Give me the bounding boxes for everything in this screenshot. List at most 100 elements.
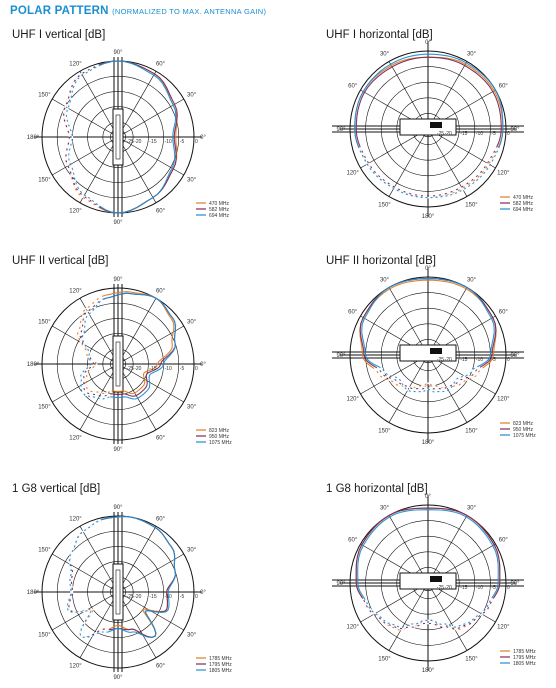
angle-label: 60° xyxy=(499,310,509,316)
series-rear-dash-3 xyxy=(378,366,478,393)
radial-label: -5 xyxy=(491,357,496,363)
chart-title-uhf1-horizontal: UHF I horizontal [dB] xyxy=(326,29,433,41)
angle-label: 60° xyxy=(156,61,166,67)
angle-label: 60° xyxy=(156,516,166,522)
radial-label: -15 xyxy=(460,131,467,137)
series-rear-dash-2 xyxy=(68,519,110,639)
angle-label: 120° xyxy=(346,625,359,631)
angle-label: 120° xyxy=(497,625,510,631)
grid-spoke xyxy=(388,354,429,423)
radial-label: 0 xyxy=(507,357,510,363)
angle-label: 90° xyxy=(113,50,123,56)
angle-label: 90° xyxy=(113,447,123,453)
legend-label-3: 1805 MHz xyxy=(209,668,232,674)
grid-spoke xyxy=(388,128,429,197)
angle-label: 180° xyxy=(422,668,435,674)
angle-label: 90° xyxy=(336,581,346,587)
angle-label: 120° xyxy=(69,516,82,522)
grid-spoke xyxy=(117,526,157,593)
radial-label: 0 xyxy=(507,131,510,137)
angle-label: 90° xyxy=(510,581,520,587)
angle-label: 120° xyxy=(69,436,82,442)
radial-label: -25 xyxy=(437,131,444,137)
radial-label: -5 xyxy=(491,585,496,591)
polar-chart-1: 0° 30° 60° 90° 120° 150° 180° 150° 120° 90° 60° 30°… xyxy=(27,50,230,226)
series-rear-dash-2 xyxy=(375,366,481,390)
angle-label: 0° xyxy=(200,135,206,141)
series-line-1 xyxy=(76,291,175,395)
angle-label: 30° xyxy=(380,278,390,284)
legend-label-1: 470 MHz xyxy=(513,195,534,201)
angle-label: 30° xyxy=(467,52,477,58)
chart-title-1g8-horizontal: 1 G8 horizontal [dB] xyxy=(326,483,428,495)
grid-spoke xyxy=(117,363,157,430)
angle-label: 150° xyxy=(465,202,478,208)
radial-label: -5 xyxy=(180,594,185,600)
angle-label: 150° xyxy=(465,656,478,662)
page-heading: POLAR PATTERN (NORMALIZED TO MAX. ANTENN… xyxy=(10,5,266,17)
polar-chart-4: 0° 30° 60° 90° 120° 150° 180° 150° 120° 90° 60° 30°… xyxy=(332,266,536,446)
grid-spoke xyxy=(79,298,119,365)
radial-label: -10 xyxy=(165,594,172,600)
radial-label: -20 xyxy=(445,585,452,591)
angle-label: 30° xyxy=(187,178,197,184)
series-line-2 xyxy=(355,56,502,197)
angle-label: 120° xyxy=(69,61,82,67)
angle-label: 30° xyxy=(187,320,197,326)
radial-label: -25 xyxy=(437,357,444,363)
angle-label: 0° xyxy=(425,40,431,46)
angle-label: 30° xyxy=(187,633,197,639)
angle-label: 120° xyxy=(69,664,82,670)
angle-label: 60° xyxy=(499,538,509,544)
angle-label: 180° xyxy=(27,590,40,596)
device-outline xyxy=(112,335,124,393)
angle-label: 120° xyxy=(69,209,82,215)
radial-label: -25 xyxy=(127,139,134,145)
legend-label-1: 1785 MHz xyxy=(209,656,232,662)
series-rear-dash-3 xyxy=(358,147,500,199)
radial-label: -20 xyxy=(445,131,452,137)
grid-spoke xyxy=(427,61,468,130)
angle-label: 120° xyxy=(497,171,510,177)
grid-spoke xyxy=(79,71,119,138)
angle-label: 30° xyxy=(187,405,197,411)
radial-label: -15 xyxy=(460,585,467,591)
series-rear-dash-3 xyxy=(363,597,493,628)
angle-label: 30° xyxy=(380,52,390,58)
legend-label-2: 582 MHz xyxy=(209,207,230,213)
grid-spoke xyxy=(427,287,468,356)
grid-spoke xyxy=(117,136,157,203)
legend-label-2: 1795 MHz xyxy=(209,662,232,668)
series-rear-dash-3 xyxy=(65,65,100,207)
series-line-2 xyxy=(359,278,497,390)
radial-label: -15 xyxy=(149,594,156,600)
polar-chart-5: 0° 30° 60° 90° 120° 150° 180° 150° 120° 90° 60° 30°… xyxy=(27,505,232,681)
grid-spoke xyxy=(388,582,429,651)
legend-label-3: 694 MHz xyxy=(513,207,534,213)
angle-label: 90° xyxy=(510,127,520,133)
radial-label: -25 xyxy=(437,585,444,591)
angle-label: 0° xyxy=(200,362,206,368)
legend-label-1: 823 MHz xyxy=(513,421,534,427)
heading-title: POLAR PATTERN xyxy=(10,5,109,17)
angle-label: 120° xyxy=(497,397,510,403)
series-rear-dash-3 xyxy=(80,298,111,400)
grid-spoke xyxy=(117,98,184,138)
grid-spoke xyxy=(117,325,184,365)
angle-label: 180° xyxy=(422,214,435,220)
device-detail xyxy=(115,569,121,615)
device-detail xyxy=(115,114,121,160)
angle-label: 60° xyxy=(156,209,166,215)
radial-label: -15 xyxy=(149,139,156,145)
radial-label: -25 xyxy=(127,366,134,372)
radial-label: -5 xyxy=(491,131,496,137)
angle-label: 180° xyxy=(27,135,40,141)
radial-label: -10 xyxy=(476,357,483,363)
legend-label-3: 1805 MHz xyxy=(513,661,536,667)
angle-label: 60° xyxy=(348,538,358,544)
grid-spoke xyxy=(427,354,468,423)
grid-spoke xyxy=(117,71,157,138)
radial-label: -15 xyxy=(460,357,467,363)
grid-spoke xyxy=(79,526,119,593)
grid-spoke xyxy=(117,363,184,403)
